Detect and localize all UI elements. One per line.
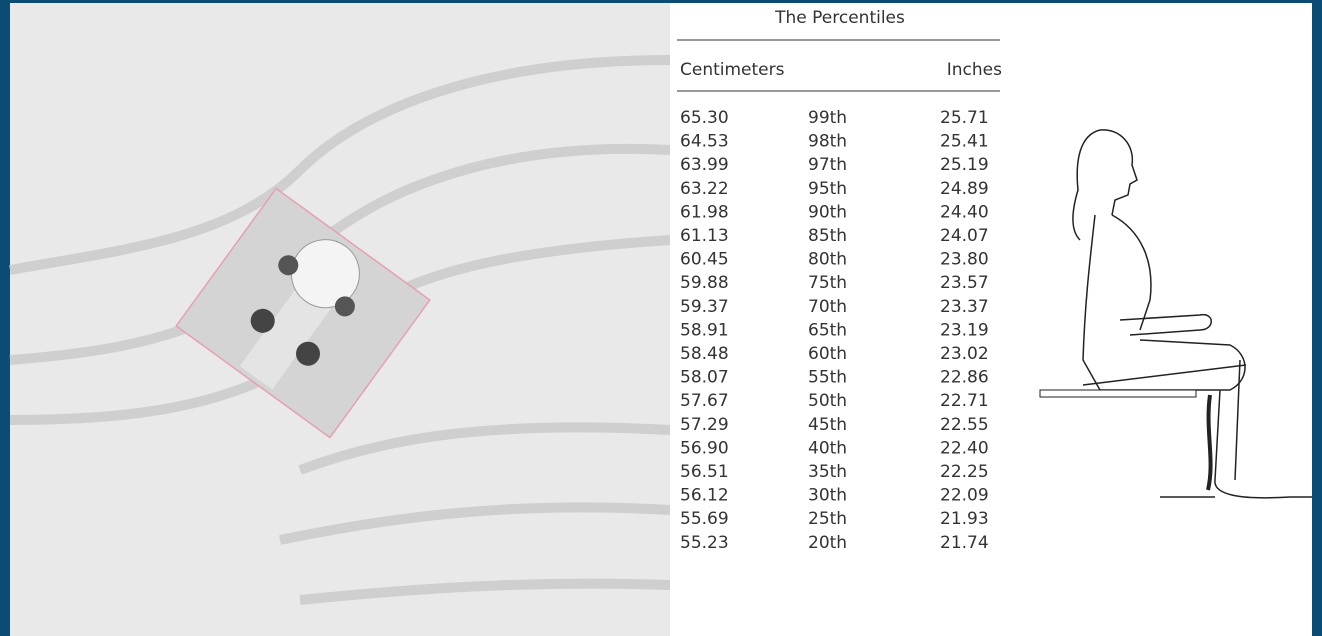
device-head xyxy=(290,239,360,309)
device-dot xyxy=(334,296,355,317)
table-cell: 50th xyxy=(808,391,847,411)
table-cell: 98th xyxy=(808,132,847,152)
table-cell: 23.80 xyxy=(940,250,989,270)
table-cell: 23.57 xyxy=(940,273,989,293)
table-cell: 25.41 xyxy=(940,132,989,152)
table-cell: 58.07 xyxy=(680,368,729,388)
table-cell: 59.88 xyxy=(680,273,729,293)
table-cell: 65th xyxy=(808,320,847,340)
table-cell: 61.98 xyxy=(680,202,729,222)
table-cell: 56.51 xyxy=(680,462,729,482)
table-cell: 25.19 xyxy=(940,155,989,175)
table-cell: 24.40 xyxy=(940,202,989,222)
table-cell: 97th xyxy=(808,155,847,175)
seat xyxy=(1039,389,1197,398)
table-cell: 35th xyxy=(808,462,847,482)
column-header: Inches xyxy=(947,60,1002,80)
table-cell: 99th xyxy=(808,108,847,128)
table-cell: 23.02 xyxy=(940,344,989,364)
chair-leg xyxy=(1206,394,1213,491)
table-cell: 23.19 xyxy=(940,320,989,340)
seated-figure xyxy=(1072,129,1312,499)
table-cell: 21.93 xyxy=(940,509,989,529)
table-cell: 21.74 xyxy=(940,533,989,553)
table-cell: 60.45 xyxy=(680,250,729,270)
table-cell: 45th xyxy=(808,415,847,435)
table-cell: 61.13 xyxy=(680,226,729,246)
table-cell: 20th xyxy=(808,533,847,553)
table-cell: 59.37 xyxy=(680,297,729,317)
table-cell: 57.67 xyxy=(680,391,729,411)
table-cell: 90th xyxy=(808,202,847,222)
table-cell: 24.07 xyxy=(940,226,989,246)
table-cell: 57.29 xyxy=(680,415,729,435)
device xyxy=(175,187,431,439)
table-cell: 85th xyxy=(808,226,847,246)
table-body: 65.30 99th 25.71 64.53 98th 25.41 63.99 97th 25.… xyxy=(680,108,989,553)
device-dot xyxy=(250,308,275,333)
table-cell: 75th xyxy=(808,273,847,293)
table-title: The Percentiles xyxy=(774,8,905,28)
table-cell: 56.90 xyxy=(680,438,729,458)
table-cell: 60th xyxy=(808,344,847,364)
table-cell: 55.23 xyxy=(680,533,729,553)
table-cell: 22.86 xyxy=(940,368,989,388)
table-cell: 22.71 xyxy=(940,391,989,411)
table-cell: 30th xyxy=(808,486,847,506)
table-cell: 55.69 xyxy=(680,509,729,529)
column-header: Centimeters xyxy=(680,60,785,80)
table-cell: 58.48 xyxy=(680,344,729,364)
table-cell: 23.37 xyxy=(940,297,989,317)
table-cell: 80th xyxy=(808,250,847,270)
table-cell: 63.22 xyxy=(680,179,729,199)
table-cell: 95th xyxy=(808,179,847,199)
device-dot xyxy=(296,341,321,366)
table-cell: 56.12 xyxy=(680,486,729,506)
table-cell: 55th xyxy=(808,368,847,388)
table-cell: 24.89 xyxy=(940,179,989,199)
device-dot xyxy=(278,255,299,276)
table-cell: 63.99 xyxy=(680,155,729,175)
table-cell: 65.30 xyxy=(680,108,729,128)
table-cell: 58.91 xyxy=(680,320,729,340)
table-cell: 70th xyxy=(808,297,847,317)
table-cell: 25th xyxy=(808,509,847,529)
table-cell: 25.71 xyxy=(940,108,989,128)
table-cell: 22.09 xyxy=(940,486,989,506)
table-cell: 22.25 xyxy=(940,462,989,482)
table-cell: 22.40 xyxy=(940,438,989,458)
document xyxy=(670,3,1312,636)
table-cell: 22.55 xyxy=(940,415,989,435)
table-cell: 64.53 xyxy=(680,132,729,152)
table-cell: 40th xyxy=(808,438,847,458)
